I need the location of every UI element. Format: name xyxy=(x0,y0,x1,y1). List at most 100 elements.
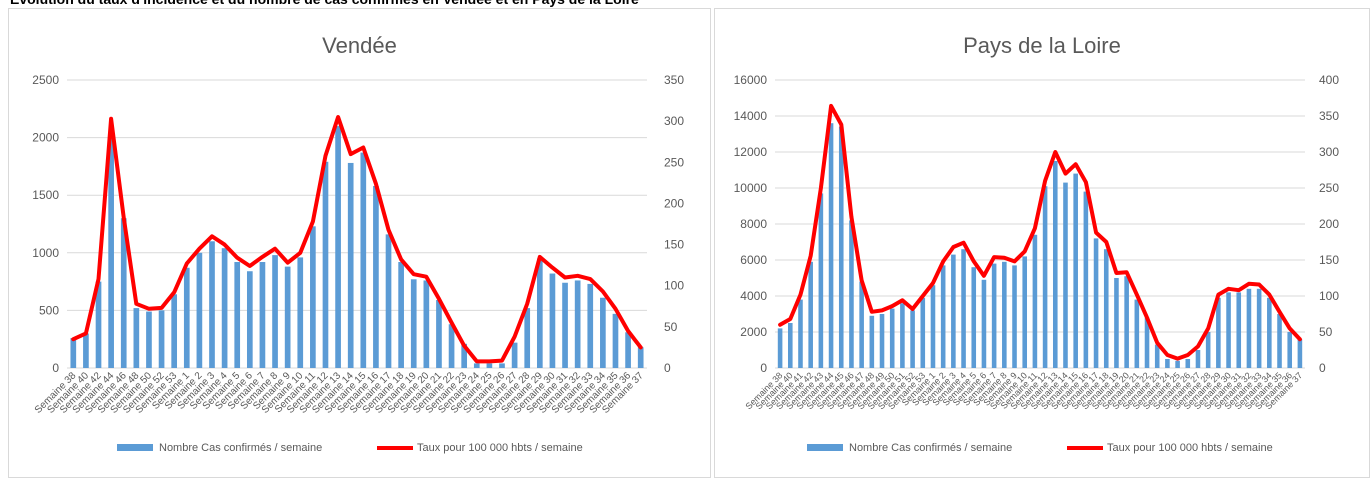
y2-tick-label: 50 xyxy=(664,320,678,334)
y2-tick-label: 100 xyxy=(664,279,684,293)
bar-mark xyxy=(272,255,278,368)
bar-mark xyxy=(889,308,895,368)
y2-tick-label: 300 xyxy=(1319,145,1339,159)
bar-mark xyxy=(1175,360,1180,368)
bar-mark xyxy=(1114,278,1119,368)
y-tick-label: 0 xyxy=(760,361,767,375)
header-text: Évolution du taux d'incidence et du nomb… xyxy=(10,0,1210,9)
bar-mark xyxy=(95,281,102,368)
bar-mark xyxy=(1052,161,1058,368)
bar-mark xyxy=(171,294,178,368)
bar-mark xyxy=(1165,359,1170,368)
bar-mark xyxy=(1093,238,1099,368)
bar-mark xyxy=(1297,339,1303,368)
y-tick-label: 2000 xyxy=(740,325,767,339)
y-tick-label: 16000 xyxy=(734,73,768,87)
y2-tick-label: 350 xyxy=(1319,109,1339,123)
bar-mark xyxy=(859,281,864,368)
bar-mark xyxy=(436,300,442,368)
bar-mark xyxy=(322,161,329,368)
y2-tick-label: 250 xyxy=(664,155,684,169)
bar-mark xyxy=(879,314,885,368)
bar-mark xyxy=(133,308,140,368)
bar-mark xyxy=(221,248,228,368)
rate-line xyxy=(71,115,643,364)
bar-mark xyxy=(1134,299,1140,368)
bar-mark xyxy=(1205,332,1211,368)
bar-mark xyxy=(486,363,493,368)
bar-mark xyxy=(461,343,468,368)
bar-mark xyxy=(930,285,936,368)
y2-tick-label: 150 xyxy=(664,238,684,252)
bar-mark xyxy=(83,333,89,368)
bar-mark xyxy=(1012,265,1017,368)
bar-mark xyxy=(910,310,915,368)
chart-pays-de-la-loire: Pays de la Loire020004000600080001000012… xyxy=(734,33,1340,454)
bar-mark xyxy=(1267,297,1272,368)
bar-mark xyxy=(536,258,543,368)
bar-mark xyxy=(158,310,165,368)
y-tick-label: 10000 xyxy=(734,181,768,195)
y-tick-label: 14000 xyxy=(734,109,768,123)
bar-mark xyxy=(1246,288,1252,368)
bar-mark xyxy=(818,193,824,368)
bar-mark xyxy=(1226,292,1231,368)
y2-tick-label: 200 xyxy=(664,196,684,210)
bar-mark xyxy=(297,257,304,368)
bar-mark xyxy=(1216,297,1221,368)
y-tick-label: 4000 xyxy=(740,289,767,303)
bar-mark xyxy=(574,280,581,368)
y-tick-label: 8000 xyxy=(740,217,767,231)
bar-mark xyxy=(838,126,844,368)
bar-mark xyxy=(637,347,644,368)
y-tick-label: 2000 xyxy=(32,131,59,145)
bar-mark xyxy=(1277,314,1282,368)
bar-mark xyxy=(900,303,905,368)
bar-mark xyxy=(373,185,379,368)
bar-mark xyxy=(961,249,966,368)
legend-line-label: Taux pour 100 000 hbts / semaine xyxy=(1107,442,1273,454)
bar-mark xyxy=(991,263,997,368)
chart-panel-pays-de-la-loire: Pays de la Loire 0 2000 4000 6000 8000 10000 12… xyxy=(714,8,1370,478)
bar-mark xyxy=(920,297,926,368)
bar-mark xyxy=(1144,317,1150,368)
bar-mark xyxy=(1032,234,1038,368)
bar-mark xyxy=(1236,292,1242,368)
bar-mark xyxy=(196,252,203,368)
bar-mark xyxy=(808,261,813,368)
bar-mark xyxy=(1124,276,1129,368)
bar-mark xyxy=(951,254,956,368)
bar-mark xyxy=(448,324,455,368)
bar-mark xyxy=(828,123,834,368)
bar-mark xyxy=(209,241,215,368)
y-tick-label: 500 xyxy=(39,303,59,317)
y-tick-label: 1500 xyxy=(32,188,59,202)
chart-vendee: Vendée 0 500 1000 1500 2000 2500 0 50 100 150 200 25… xyxy=(32,33,684,454)
bar-mark xyxy=(108,137,114,368)
y-tick-label: 6000 xyxy=(740,253,767,267)
bar-mark xyxy=(524,308,531,368)
bar-mark xyxy=(1195,350,1201,368)
y2-tick-label: 100 xyxy=(1319,289,1339,303)
bar-mark xyxy=(1256,288,1262,368)
bar-mark xyxy=(423,280,430,368)
bar-mark xyxy=(360,152,367,368)
bar-mark xyxy=(562,282,568,368)
legend-bar-label: Nombre Cas confirmés / semaine xyxy=(849,442,1012,454)
bar-mark xyxy=(971,267,977,368)
bar-mark xyxy=(284,266,291,368)
bar-mark xyxy=(869,315,875,368)
bar-mark xyxy=(1063,182,1068,368)
bar-mark xyxy=(120,218,127,368)
y2-tick-label: 250 xyxy=(1319,181,1339,195)
bar-mark xyxy=(600,297,606,368)
bar-mark xyxy=(183,267,190,368)
bar-mark xyxy=(410,279,417,368)
bar-mark xyxy=(981,279,987,368)
chart-panel-vendee: Vendée 0 500 1000 1500 2000 2500 0 50 100 150 200 25… xyxy=(8,8,711,478)
bar-mark xyxy=(940,265,946,368)
y2-tick-label: 0 xyxy=(1319,361,1326,375)
bar-mark xyxy=(612,313,619,368)
y2-tick-label: 200 xyxy=(1319,217,1339,231)
legend-bar-swatch xyxy=(807,444,843,451)
